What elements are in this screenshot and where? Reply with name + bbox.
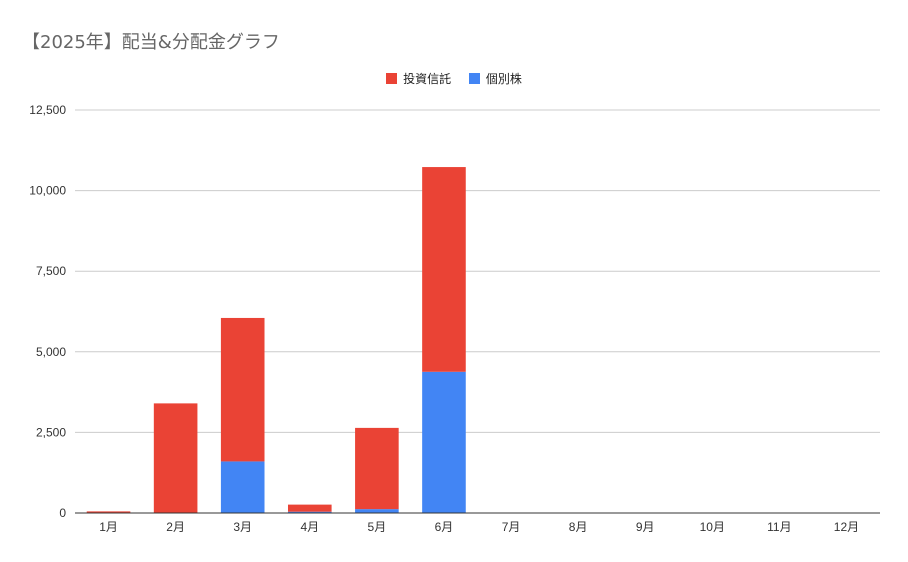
x-tick-label-9: 9月 (636, 520, 655, 534)
x-tick-label-4: 4月 (300, 520, 319, 534)
y-tick-label-5: 12,500 (29, 103, 66, 117)
x-tick-label-6: 6月 (435, 520, 454, 534)
legend-label-investment-trust: 投資信託 (403, 72, 452, 86)
bar-individual-stocks-4[interactable] (287, 511, 332, 513)
x-tick-label-2: 2月 (166, 520, 185, 534)
bar-investment-trust-1[interactable] (86, 511, 131, 513)
legend-label-individual-stocks: 個別株 (485, 72, 522, 86)
x-tick-label-10: 10月 (700, 520, 725, 534)
x-tick-label-1: 1月 (99, 520, 118, 534)
x-tick-label-8: 8月 (569, 520, 588, 534)
bar-investment-trust-6[interactable] (422, 167, 466, 372)
bar-individual-stocks-5[interactable] (355, 509, 399, 513)
legend-item-investment-trust[interactable]: 投資信託 (386, 70, 451, 87)
bar-investment-trust-3[interactable] (220, 317, 265, 462)
x-tick-label-7: 7月 (502, 520, 521, 534)
bar-individual-stocks-6[interactable] (422, 371, 466, 513)
y-tick-label-4: 10,000 (29, 184, 66, 198)
bar-investment-trust-2[interactable] (153, 403, 198, 513)
bar-investment-trust-4[interactable] (287, 504, 332, 512)
y-tick-label-2: 5,000 (36, 345, 66, 359)
y-tick-label-0: 0 (59, 506, 66, 520)
legend-swatch-individual-stocks (468, 73, 480, 84)
y-tick-label-1: 2,500 (36, 425, 66, 439)
y-tick-label-3: 7,500 (36, 264, 66, 278)
x-tick-label-5: 5月 (368, 520, 387, 534)
x-tick-label-11: 11月 (767, 520, 791, 534)
x-tick-label-3: 3月 (233, 520, 252, 534)
x-tick-label-12: 12月 (834, 520, 859, 534)
gridlines (75, 109, 880, 433)
legend: 投資信託 個別株 (0, 70, 908, 87)
chart-title: 【2025年】配当&分配金グラフ (22, 32, 280, 53)
axes: 0 2,500 5,000 7,500 10,000 12,500 1月 2月 3月 4月 5月 6月… (29, 103, 880, 534)
bar-investment-trust-5[interactable] (355, 427, 399, 510)
legend-swatch-investment-trust (386, 73, 398, 84)
bar-individual-stocks-3[interactable] (220, 461, 265, 513)
legend-item-individual-stocks[interactable]: 個別株 (468, 70, 522, 87)
bars (86, 167, 466, 513)
